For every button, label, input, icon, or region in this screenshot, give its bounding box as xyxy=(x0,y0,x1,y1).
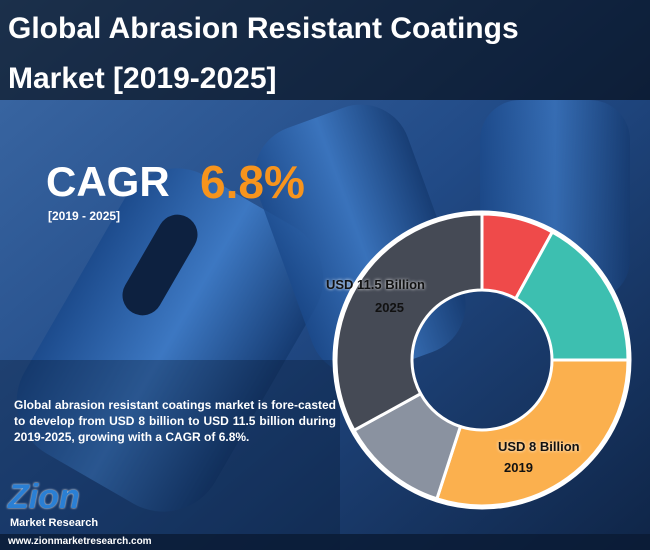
title-line: Market [2019-2025] xyxy=(8,62,277,95)
description: Global abrasion resistant coatings marke… xyxy=(14,398,336,444)
cagr-period: [2019 - 2025] xyxy=(48,209,121,223)
logo-brand: Zion xyxy=(8,478,80,516)
annotation-year: 2025 xyxy=(375,300,404,315)
donut-outline xyxy=(332,210,632,510)
annotation-amount: USD 11.5 Billion xyxy=(326,277,425,292)
cagr-value: 6.8% xyxy=(200,156,305,208)
annotation-year: 2019 xyxy=(504,460,533,475)
title-line: Global Abrasion Resistant Coatings xyxy=(8,12,519,45)
annotation-amount: USD 8 Billion xyxy=(498,439,580,454)
title: Global Abrasion Resistant Coatings Marke… xyxy=(8,4,519,104)
donut-segment xyxy=(434,358,630,508)
cagr-label: CAGR xyxy=(46,158,170,205)
donut-segment xyxy=(334,212,484,433)
url: www.zionmarketresearch.com xyxy=(8,536,152,547)
logo-tagline: Market Research xyxy=(10,517,99,529)
donut-segment xyxy=(513,230,630,362)
donut-chart xyxy=(332,210,632,510)
